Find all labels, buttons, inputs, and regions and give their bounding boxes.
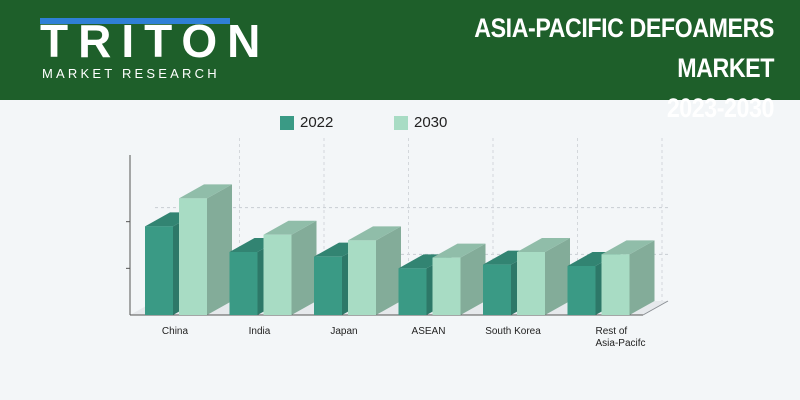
category-label-line: China bbox=[162, 326, 189, 337]
bar-2030-2-side bbox=[376, 226, 401, 315]
legend-label-2030: 2030 bbox=[414, 114, 448, 131]
category-label: India bbox=[249, 326, 271, 337]
category-label-line: India bbox=[249, 326, 271, 337]
legend-swatch-2022 bbox=[280, 115, 294, 130]
category-label: South Korea bbox=[485, 326, 541, 337]
category-label: Japan bbox=[330, 326, 357, 337]
bar-2030-2-top bbox=[348, 226, 401, 241]
category-label-line: ASEAN bbox=[412, 326, 446, 337]
category-label: China bbox=[162, 326, 189, 337]
category-label-line: Rest of bbox=[596, 326, 628, 337]
bar-2030-0-top bbox=[179, 184, 232, 199]
category-label: Rest of Asia-Pacifc bbox=[596, 326, 646, 349]
bar-2030-5-side bbox=[629, 240, 655, 315]
triton-logo: TRITON MARKET RESEARCH bbox=[40, 18, 260, 84]
bar-2022-2 bbox=[314, 256, 342, 315]
bar-2030-4-top bbox=[517, 238, 570, 252]
bar-2030-3-top bbox=[432, 243, 486, 258]
header-banner: TRITON MARKET RESEARCH ASIA-PACIFIC DEFO… bbox=[0, 0, 800, 123]
legend-item-2022: 2022 bbox=[280, 114, 333, 131]
bar-2030-0 bbox=[179, 198, 207, 315]
legend-item-2030: 2030 bbox=[394, 114, 447, 131]
category-label-line: Japan bbox=[330, 326, 357, 337]
page-title: ASIA-PACIFIC DEFOAMERS MARKET 2023-2030 bbox=[413, 8, 774, 128]
bar-2030-0-side bbox=[207, 184, 232, 315]
logo-accent-bar bbox=[40, 18, 230, 24]
bar-2030-3-side bbox=[460, 243, 486, 315]
bar-2022-3 bbox=[398, 268, 427, 315]
bar-2030-5-top bbox=[601, 240, 655, 255]
category-label-line: Asia-Pacifc bbox=[596, 338, 646, 349]
category-label: ASEAN bbox=[412, 326, 446, 337]
legend-label-2022: 2022 bbox=[300, 114, 334, 131]
title-line-2: 2023-2030 bbox=[666, 93, 775, 123]
bar-2030-4 bbox=[517, 252, 545, 315]
bar-2030-1-top bbox=[263, 220, 317, 235]
bar-2022-5 bbox=[567, 266, 596, 315]
title-line-1: ASIA-PACIFIC DEFOAMERS MARKET bbox=[474, 13, 774, 83]
bar-2030-1 bbox=[263, 234, 292, 315]
category-label-line: South Korea bbox=[485, 326, 541, 337]
logo-text: TRITON bbox=[40, 15, 271, 67]
bar-2030-5 bbox=[601, 254, 630, 315]
legend-swatch-2030 bbox=[394, 115, 408, 130]
bar-2030-1-side bbox=[291, 220, 317, 315]
bar-2022-4 bbox=[483, 264, 511, 315]
bar-2030-3 bbox=[432, 257, 461, 315]
x-axis-depth bbox=[642, 300, 669, 316]
bar-2030-2 bbox=[348, 240, 376, 315]
logo-subtext: MARKET RESEARCH bbox=[42, 66, 220, 81]
bar-2022-1 bbox=[229, 252, 258, 315]
bar-2030-4-side bbox=[545, 238, 570, 315]
bar-2022-0 bbox=[145, 226, 173, 315]
